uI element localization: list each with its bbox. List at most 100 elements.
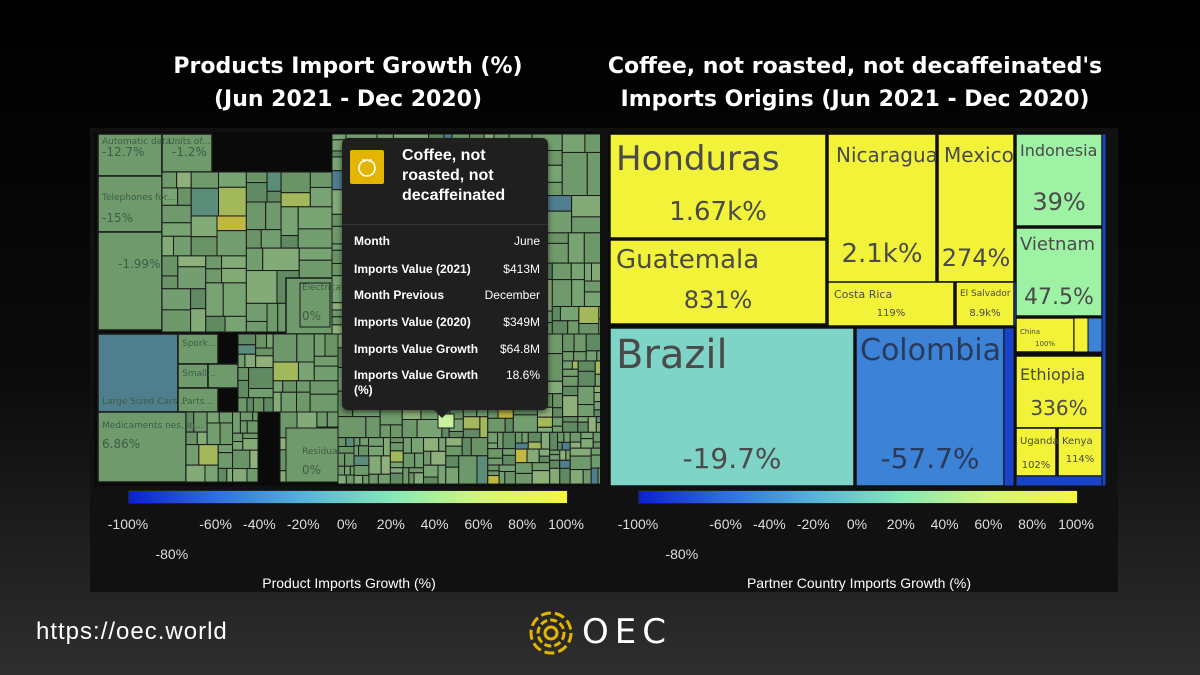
treemap-cell bbox=[578, 305, 600, 325]
treemap-cell bbox=[573, 351, 587, 362]
treemap-cell bbox=[1015, 475, 1103, 487]
treemap-value: -1.2% bbox=[172, 145, 207, 159]
treemap-cell bbox=[514, 462, 533, 474]
treemap-cell bbox=[1101, 133, 1107, 487]
country-cell-colombia bbox=[855, 327, 1005, 487]
treemap-cell bbox=[585, 333, 602, 352]
country-name: Mexico bbox=[944, 143, 1014, 167]
treemap-cell bbox=[577, 370, 596, 387]
treemap-cell bbox=[177, 187, 192, 206]
treemap-cell bbox=[226, 467, 234, 483]
oec-logo: OEC bbox=[528, 610, 688, 656]
country-name: Nicaragua bbox=[836, 143, 938, 167]
treemap-cell bbox=[204, 464, 219, 483]
treemap-cell bbox=[410, 437, 425, 454]
treemap-cell bbox=[561, 133, 586, 153]
treemap-cell bbox=[297, 228, 333, 249]
treemap-cell bbox=[246, 397, 254, 413]
treemap-cell bbox=[353, 437, 361, 447]
website-url[interactable]: https://oec.world bbox=[36, 618, 228, 645]
country-cell-el-salvador bbox=[955, 281, 1015, 327]
treemap-cell bbox=[206, 422, 221, 446]
colorbar-tick: -60% bbox=[199, 516, 232, 532]
treemap-cell bbox=[569, 469, 584, 485]
tooltip-row-key: Imports Value (2020) bbox=[354, 315, 471, 329]
treemap-label: Large Sized Cars... bbox=[102, 397, 186, 407]
treemap-cell bbox=[445, 445, 463, 457]
treemap-cell bbox=[561, 151, 588, 197]
treemap-cell bbox=[97, 231, 163, 331]
treemap-cell bbox=[536, 416, 553, 428]
treemap-cell bbox=[389, 450, 404, 463]
treemap-cell bbox=[470, 437, 489, 457]
treemap-cell bbox=[402, 467, 410, 485]
treemap-cell bbox=[248, 388, 274, 399]
treemap-cell bbox=[324, 333, 339, 357]
treemap-cell bbox=[205, 268, 223, 284]
treemap-cell bbox=[232, 411, 241, 434]
treemap-cell bbox=[337, 474, 347, 485]
treemap-cell bbox=[526, 448, 540, 464]
treemap-cell bbox=[177, 266, 207, 290]
colorbar-tick: 100% bbox=[548, 516, 584, 532]
treemap-cell bbox=[1073, 317, 1089, 353]
treemap-cell bbox=[232, 449, 251, 470]
country-growth: 119% bbox=[877, 308, 906, 319]
treemap-cell bbox=[295, 380, 311, 393]
treemap-cell bbox=[445, 466, 460, 485]
treemap-cell bbox=[1087, 317, 1103, 353]
treemap-cell bbox=[380, 455, 391, 475]
treemap-cell bbox=[161, 275, 179, 290]
treemap-cell bbox=[559, 449, 567, 461]
country-name: Uganda bbox=[1020, 436, 1059, 447]
treemap-cell bbox=[161, 171, 178, 189]
treemap-cell bbox=[401, 419, 418, 439]
tooltip-row-value: $349M bbox=[503, 315, 540, 329]
treemap-cell bbox=[205, 255, 223, 270]
oec-logo-icon bbox=[529, 611, 573, 655]
treemap-cell bbox=[423, 450, 432, 466]
country-growth: 39% bbox=[1032, 188, 1085, 216]
treemap-cell bbox=[445, 437, 463, 447]
treemap-cell bbox=[580, 431, 594, 440]
treemap-cell bbox=[239, 420, 248, 434]
treemap-cell bbox=[562, 421, 579, 433]
treemap-cell bbox=[280, 171, 311, 194]
left-chart-title-line2: (Jun 2021 - Dec 2020) bbox=[213, 87, 483, 112]
treemap-cell bbox=[345, 474, 355, 485]
treemap-cell bbox=[237, 397, 248, 413]
treemap-cell bbox=[577, 385, 595, 406]
country-growth: 8.9k% bbox=[969, 308, 1000, 319]
left-chart-title: Products Import Growth (%) (Jun 2021 - D… bbox=[100, 50, 596, 116]
country-name: Colombia bbox=[860, 333, 1001, 368]
treemap-cell bbox=[272, 333, 298, 363]
country-treemap[interactable]: Honduras 1.67k% Nicaragua 2.1k% Mexico 274% Gu… bbox=[600, 128, 1118, 488]
treemap-value: -12.7% bbox=[102, 145, 144, 159]
treemap-value: -15% bbox=[102, 211, 133, 225]
colorbar-tick: -80% bbox=[665, 546, 699, 562]
treemap-cell bbox=[196, 431, 208, 446]
right-chart-title-line1: Coffee, not roasted, not decaffeinated's bbox=[607, 54, 1103, 79]
country-growth: 831% bbox=[684, 286, 753, 314]
product-colorbar bbox=[128, 490, 568, 504]
treemap-cell bbox=[345, 437, 355, 447]
country-name: Indonesia bbox=[1020, 141, 1097, 160]
treemap-cell bbox=[368, 473, 379, 485]
treemap-cell bbox=[245, 320, 268, 333]
treemap-cell bbox=[190, 288, 207, 310]
treemap-cell bbox=[479, 416, 489, 439]
treemap-cell bbox=[282, 380, 297, 393]
treemap-cell bbox=[514, 442, 529, 450]
treemap-cell bbox=[190, 308, 207, 333]
treemap-cell bbox=[244, 353, 257, 369]
treemap-cell bbox=[266, 190, 282, 203]
treemap-cell bbox=[368, 437, 384, 447]
treemap-cell bbox=[285, 427, 339, 483]
treemap-cell bbox=[538, 455, 551, 464]
treemap-cell bbox=[551, 416, 564, 427]
treemap-cell bbox=[567, 232, 585, 264]
treemap-cell bbox=[266, 333, 274, 349]
treemap-cell bbox=[389, 424, 403, 439]
tooltip-row-key: Imports Value (2021) bbox=[354, 262, 471, 276]
treemap-cell bbox=[263, 397, 274, 413]
